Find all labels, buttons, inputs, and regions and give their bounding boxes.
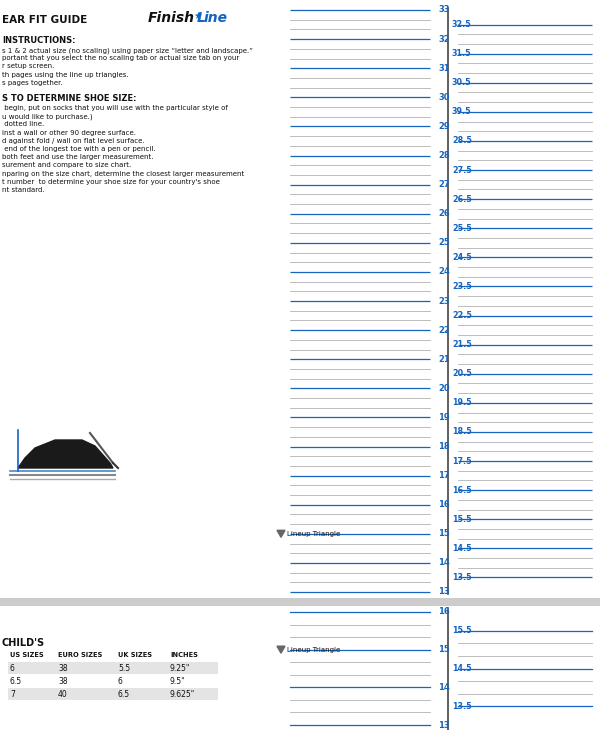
Text: 27: 27 (438, 180, 449, 189)
Text: th pages using the line up triangles.: th pages using the line up triangles. (2, 72, 128, 77)
Text: t number  to determine your shoe size for your country's shoe: t number to determine your shoe size for… (2, 179, 220, 185)
Text: 28.5: 28.5 (452, 137, 472, 145)
Text: 6.5: 6.5 (118, 690, 130, 699)
Text: 24: 24 (438, 267, 450, 277)
Text: 31: 31 (438, 64, 449, 73)
Text: s 1 & 2 actual size (no scaling) using paper size “letter and landscape.”: s 1 & 2 actual size (no scaling) using p… (2, 47, 253, 53)
Text: 16: 16 (438, 607, 450, 617)
Polygon shape (277, 646, 285, 653)
Text: 14: 14 (438, 683, 450, 692)
Text: 5.5: 5.5 (118, 664, 130, 673)
Text: 32.5: 32.5 (452, 20, 472, 29)
Text: 14.5: 14.5 (452, 544, 472, 553)
Text: EURO SIZES: EURO SIZES (58, 652, 102, 658)
Text: 14: 14 (438, 558, 450, 567)
Text: 25: 25 (438, 238, 450, 247)
Text: 18: 18 (438, 442, 449, 451)
Text: 13.5: 13.5 (452, 702, 472, 711)
Text: 6: 6 (10, 664, 15, 673)
Text: INSTRUCTIONS:: INSTRUCTIONS: (2, 36, 76, 45)
Text: 30.5: 30.5 (452, 78, 472, 88)
Text: begin, put on socks that you will use with the particular style of: begin, put on socks that you will use wi… (2, 105, 228, 111)
Text: 20: 20 (438, 384, 449, 393)
Text: both feet and use the larger measurement.: both feet and use the larger measurement… (2, 154, 154, 160)
Text: INCHES: INCHES (170, 652, 198, 658)
Text: S TO DETERMINE SHOE SIZE:: S TO DETERMINE SHOE SIZE: (2, 94, 137, 103)
Text: nt standard.: nt standard. (2, 187, 44, 193)
Text: ine: ine (204, 11, 228, 25)
Text: portant that you select the no scaling tab or actual size tab on your: portant that you select the no scaling t… (2, 55, 239, 61)
Text: 26: 26 (438, 210, 450, 218)
Text: 6: 6 (118, 677, 123, 686)
Text: 17.5: 17.5 (452, 456, 472, 466)
Text: 24.5: 24.5 (452, 253, 472, 262)
Text: Finish: Finish (148, 11, 195, 25)
Text: 23: 23 (438, 296, 449, 305)
Text: UK SIZES: UK SIZES (118, 652, 152, 658)
Text: 39.5: 39.5 (452, 107, 472, 116)
Text: 30: 30 (438, 93, 449, 101)
Bar (0, 598, 600, 606)
Text: 18.5: 18.5 (452, 428, 472, 437)
Text: L: L (197, 11, 206, 25)
Text: d against fold / wall on flat level surface.: d against fold / wall on flat level surf… (2, 138, 145, 144)
Text: 27.5: 27.5 (452, 166, 472, 174)
Text: 16.5: 16.5 (452, 485, 472, 495)
Text: 29: 29 (438, 122, 449, 131)
Text: 9.625": 9.625" (170, 690, 195, 699)
Text: 6.5: 6.5 (10, 677, 22, 686)
Text: 13: 13 (438, 588, 449, 596)
Text: ★: ★ (193, 11, 202, 21)
Text: 26.5: 26.5 (452, 195, 472, 204)
Bar (8, 688, 218, 700)
Text: r setup screen.: r setup screen. (2, 64, 55, 69)
Text: end of the longest toe with a pen or pencil.: end of the longest toe with a pen or pen… (2, 146, 155, 152)
Polygon shape (18, 440, 113, 468)
Bar (8, 662, 218, 674)
Text: 13.5: 13.5 (452, 573, 472, 582)
Text: u would like to purchase.): u would like to purchase.) (2, 113, 92, 120)
Text: 9.5": 9.5" (170, 677, 185, 686)
Text: 17: 17 (438, 471, 449, 480)
Text: 33: 33 (438, 6, 449, 15)
Text: EAR FIT GUIDE: EAR FIT GUIDE (2, 15, 87, 25)
Text: 22.5: 22.5 (452, 311, 472, 320)
Text: 20.5: 20.5 (452, 369, 472, 378)
Text: inst a wall or other 90 degree surface.: inst a wall or other 90 degree surface. (2, 130, 136, 136)
Text: s pages together.: s pages together. (2, 80, 62, 86)
Text: 9.25": 9.25" (170, 664, 190, 673)
Text: 23.5: 23.5 (452, 282, 472, 291)
Text: 38: 38 (58, 664, 68, 673)
Text: Lineup Triangle: Lineup Triangle (287, 531, 340, 537)
Text: 19.5: 19.5 (452, 399, 472, 407)
Text: 31.5: 31.5 (452, 49, 472, 58)
Text: 40: 40 (58, 690, 68, 699)
Text: 28: 28 (438, 151, 449, 160)
Text: Lineup Triangle: Lineup Triangle (287, 647, 340, 653)
Text: CHILD'S: CHILD'S (2, 638, 45, 648)
Text: 14.5: 14.5 (452, 664, 472, 673)
Text: US SIZES: US SIZES (10, 652, 44, 658)
Polygon shape (277, 530, 285, 537)
Text: 7: 7 (10, 690, 15, 699)
Text: dotted line.: dotted line. (2, 121, 44, 128)
Text: 32: 32 (438, 34, 449, 44)
Text: 21.5: 21.5 (452, 340, 472, 349)
Text: 19: 19 (438, 413, 449, 422)
Text: 38: 38 (58, 677, 68, 686)
Text: 13: 13 (438, 721, 449, 729)
Text: 21: 21 (438, 355, 450, 364)
Text: 15: 15 (438, 645, 450, 654)
Text: 15.5: 15.5 (452, 626, 472, 635)
Text: nparing on the size chart, determine the closest larger measurement: nparing on the size chart, determine the… (2, 171, 244, 177)
Text: 15: 15 (438, 529, 450, 538)
Text: 25.5: 25.5 (452, 224, 472, 233)
Text: 16: 16 (438, 500, 450, 510)
Text: 15.5: 15.5 (452, 515, 472, 523)
Text: surement and compare to size chart.: surement and compare to size chart. (2, 162, 131, 169)
Text: 22: 22 (438, 326, 450, 334)
